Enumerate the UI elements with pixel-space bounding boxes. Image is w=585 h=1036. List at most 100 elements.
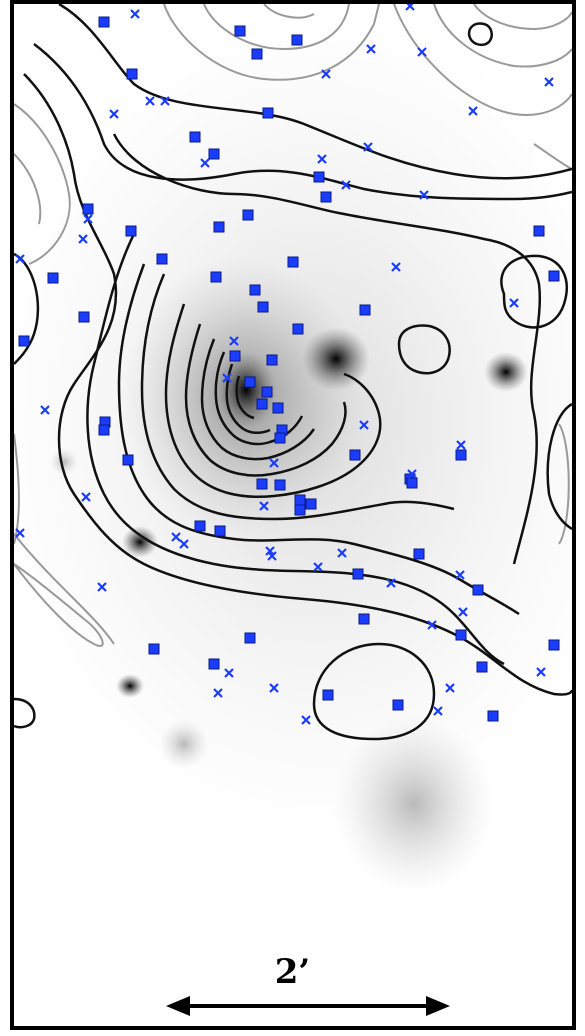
mass-contours: [14, 4, 572, 741]
cross-marker-icon: [229, 336, 239, 346]
cross-marker-icon: [200, 158, 210, 168]
cross-marker-icon: [391, 262, 401, 272]
square-marker-icon: [287, 256, 299, 268]
square-marker-icon: [292, 323, 304, 335]
square-marker-icon: [229, 350, 241, 362]
cross-marker-icon: [359, 420, 369, 430]
cross-marker-icon: [419, 190, 429, 200]
square-marker-icon: [455, 629, 467, 641]
square-marker-icon: [208, 658, 220, 670]
cross-marker-icon: [171, 532, 181, 542]
cross-marker-icon: [536, 667, 546, 677]
cross-marker-icon: [468, 106, 478, 116]
cross-marker-icon: [321, 69, 331, 79]
square-marker-icon: [266, 354, 278, 366]
square-marker-icon: [82, 203, 94, 215]
cross-marker-icon: [341, 180, 351, 190]
square-marker-icon: [125, 225, 137, 237]
cross-marker-icon: [81, 492, 91, 502]
square-marker-icon: [156, 253, 168, 265]
square-marker-icon: [256, 398, 268, 410]
square-marker-icon: [261, 386, 273, 398]
square-marker-icon: [262, 107, 274, 119]
cross-marker-icon: [386, 578, 396, 588]
square-marker-icon: [244, 376, 256, 388]
left-galaxy: [122, 526, 158, 558]
cross-marker-icon: [407, 469, 417, 479]
square-marker-icon: [18, 335, 30, 347]
cross-markers: [15, 4, 554, 725]
square-marker-icon: [274, 479, 286, 491]
square-marker-icon: [122, 454, 134, 466]
square-marker-icon: [392, 699, 404, 711]
square-marker-icon: [358, 613, 370, 625]
sky-image: [14, 4, 572, 1016]
cross-marker-icon: [433, 706, 443, 716]
square-marker-icon: [249, 284, 261, 296]
cross-marker-icon: [417, 47, 427, 57]
right-galaxy: [484, 352, 528, 392]
square-marker-icon: [294, 504, 306, 516]
cross-marker-icon: [78, 234, 88, 244]
bright-galaxy: [302, 327, 370, 391]
square-marker-icon: [413, 548, 425, 560]
square-marker-icon: [272, 402, 284, 414]
cross-marker-icon: [509, 298, 519, 308]
square-marker-icon: [294, 494, 306, 506]
square-marker-icon: [455, 449, 467, 461]
outer-contours: [14, 4, 572, 647]
cross-marker-icon: [405, 4, 415, 11]
square-marker-icon: [274, 432, 286, 444]
square-marker-icon: [359, 304, 371, 316]
square-marker-icon: [257, 301, 269, 313]
square-marker-icon: [244, 632, 256, 644]
cross-marker-icon: [179, 539, 189, 549]
square-marker-icon: [305, 498, 317, 510]
cross-marker-icon: [366, 44, 376, 54]
square-marker-icon: [98, 16, 110, 28]
cross-marker-icon: [265, 546, 275, 556]
cross-marker-icon: [160, 96, 170, 106]
edge-galaxy: [50, 448, 78, 476]
cross-marker-icon: [97, 582, 107, 592]
square-markers: [18, 16, 560, 722]
small-galaxy: [116, 674, 144, 698]
square-marker-icon: [487, 710, 499, 722]
square-marker-icon: [148, 643, 160, 655]
square-marker-icon: [548, 270, 560, 282]
square-marker-icon: [313, 171, 325, 183]
square-marker-icon: [251, 48, 263, 60]
cross-marker-icon: [427, 620, 437, 630]
cross-marker-icon: [337, 548, 347, 558]
cross-marker-icon: [544, 77, 554, 87]
cross-marker-icon: [458, 607, 468, 617]
square-marker-icon: [472, 584, 484, 596]
image-frame: [10, 0, 576, 1030]
square-marker-icon: [548, 639, 560, 651]
cross-marker-icon: [267, 551, 277, 561]
cross-marker-icon: [317, 154, 327, 164]
square-marker-icon: [242, 209, 254, 221]
square-marker-icon: [194, 520, 206, 532]
square-marker-icon: [352, 568, 364, 580]
cross-marker-icon: [455, 570, 465, 580]
square-marker-icon: [214, 525, 226, 537]
square-marker-icon: [320, 191, 332, 203]
square-marker-icon: [126, 68, 138, 80]
cross-marker-icon: [145, 96, 155, 106]
square-marker-icon: [78, 311, 90, 323]
cross-marker-icon: [301, 715, 311, 725]
square-marker-icon: [213, 221, 225, 233]
cross-marker-icon: [15, 254, 25, 264]
cross-marker-icon: [456, 440, 466, 450]
square-marker-icon: [349, 449, 361, 461]
square-marker-icon: [256, 478, 268, 490]
cross-marker-icon: [269, 683, 279, 693]
cross-marker-icon: [269, 458, 279, 468]
cross-marker-icon: [445, 683, 455, 693]
square-marker-icon: [533, 225, 545, 237]
arrow-left-icon: [166, 996, 190, 1016]
cross-marker-icon: [363, 142, 373, 152]
cross-marker-icon: [40, 405, 50, 415]
